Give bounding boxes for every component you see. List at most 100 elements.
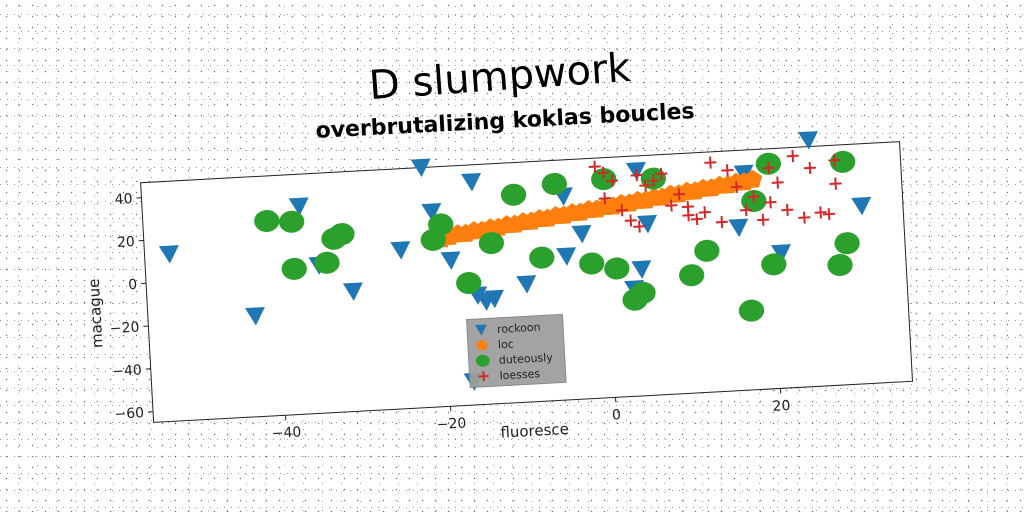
data-point (624, 214, 637, 227)
data-point (781, 203, 794, 216)
data-point (410, 158, 431, 178)
data-point (456, 271, 482, 295)
data-point (771, 244, 791, 263)
data-point (786, 149, 799, 163)
x-tick-label: −40 (271, 424, 301, 442)
data-point (829, 177, 842, 190)
data-point (764, 196, 777, 209)
data-point (679, 264, 705, 287)
data-point (556, 247, 577, 266)
plot-area: −40 −20 0 20 −60 −40 −20 0 20 40 fluoresce macag… (85, 131, 914, 442)
y-tick-label: −40 (112, 362, 142, 380)
data-point (743, 169, 762, 189)
data-point (637, 214, 658, 234)
data-point (827, 254, 853, 277)
data-point (428, 213, 454, 236)
data-marks (158, 131, 872, 391)
data-point (529, 246, 555, 269)
data-point (158, 245, 179, 264)
data-point (244, 306, 265, 326)
series-loc (431, 169, 762, 248)
y-tick-label: 20 (117, 234, 136, 251)
x-tick-label: −20 (436, 415, 466, 433)
y-tick-label: 0 (128, 277, 138, 293)
x-axis: −40 −20 0 20 (271, 388, 791, 442)
data-point (690, 213, 703, 226)
x-tick-label: 0 (612, 407, 622, 423)
data-point (647, 174, 660, 187)
data-point (747, 190, 760, 203)
data-point (681, 200, 694, 213)
x-tick-label: 20 (772, 398, 791, 415)
data-point (604, 257, 630, 280)
legend-marker (476, 339, 488, 351)
data-point (698, 206, 711, 219)
data-point (390, 241, 411, 260)
data-point (762, 161, 775, 175)
data-point (281, 257, 307, 280)
y-tick-label: 40 (114, 191, 133, 208)
data-point (771, 176, 784, 189)
y-tick-label: −60 (114, 405, 144, 423)
data-point (834, 232, 860, 255)
data-point (579, 252, 605, 275)
data-point (516, 275, 537, 294)
data-point (828, 154, 841, 167)
legend-label: loc (498, 338, 515, 352)
data-point (421, 203, 442, 222)
data-point (830, 150, 856, 173)
data-point (730, 180, 743, 193)
data-point (761, 253, 787, 276)
x-axis-label: fluoresce (500, 420, 569, 442)
data-point (478, 232, 505, 255)
data-point (571, 224, 592, 244)
data-point (598, 192, 611, 205)
data-point (704, 156, 717, 169)
series-duteously (254, 150, 860, 322)
data-point (342, 282, 363, 301)
data-point (329, 223, 355, 246)
data-point (483, 289, 504, 309)
data-point (665, 199, 678, 212)
legend-marker (474, 324, 487, 336)
series-loesses (588, 149, 842, 233)
data-point (461, 172, 482, 192)
data-point (254, 209, 280, 232)
data-point (588, 160, 601, 173)
data-point (822, 208, 836, 221)
data-point (814, 206, 827, 219)
data-point (738, 299, 765, 322)
legend-box (466, 313, 567, 389)
data-point (631, 260, 652, 279)
data-point (715, 216, 728, 229)
data-point (606, 174, 619, 187)
y-axis: −60 −40 −20 0 20 40 (110, 191, 154, 423)
y-tick-label: −20 (110, 320, 140, 338)
data-point (739, 203, 753, 217)
data-point (440, 251, 461, 270)
series-rockoon (158, 131, 872, 391)
data-point (655, 167, 668, 180)
data-point (314, 251, 340, 274)
legend-label: duteously (498, 351, 553, 367)
legend-marker (478, 371, 489, 382)
chart-title: D slumpwork (368, 45, 633, 109)
data-point (591, 168, 617, 191)
data-point (633, 220, 646, 233)
data-point (630, 169, 643, 182)
data-point (672, 188, 686, 201)
data-point (630, 281, 656, 304)
data-point (541, 172, 567, 195)
data-point (797, 131, 818, 150)
data-point (288, 197, 309, 216)
legend-label: rockoon (497, 321, 541, 336)
data-point (851, 196, 872, 216)
legend-label: loesses (499, 367, 540, 382)
data-point (597, 166, 610, 179)
data-point (728, 218, 749, 238)
data-point (721, 164, 734, 177)
data-point (694, 239, 720, 262)
data-point (615, 204, 629, 217)
